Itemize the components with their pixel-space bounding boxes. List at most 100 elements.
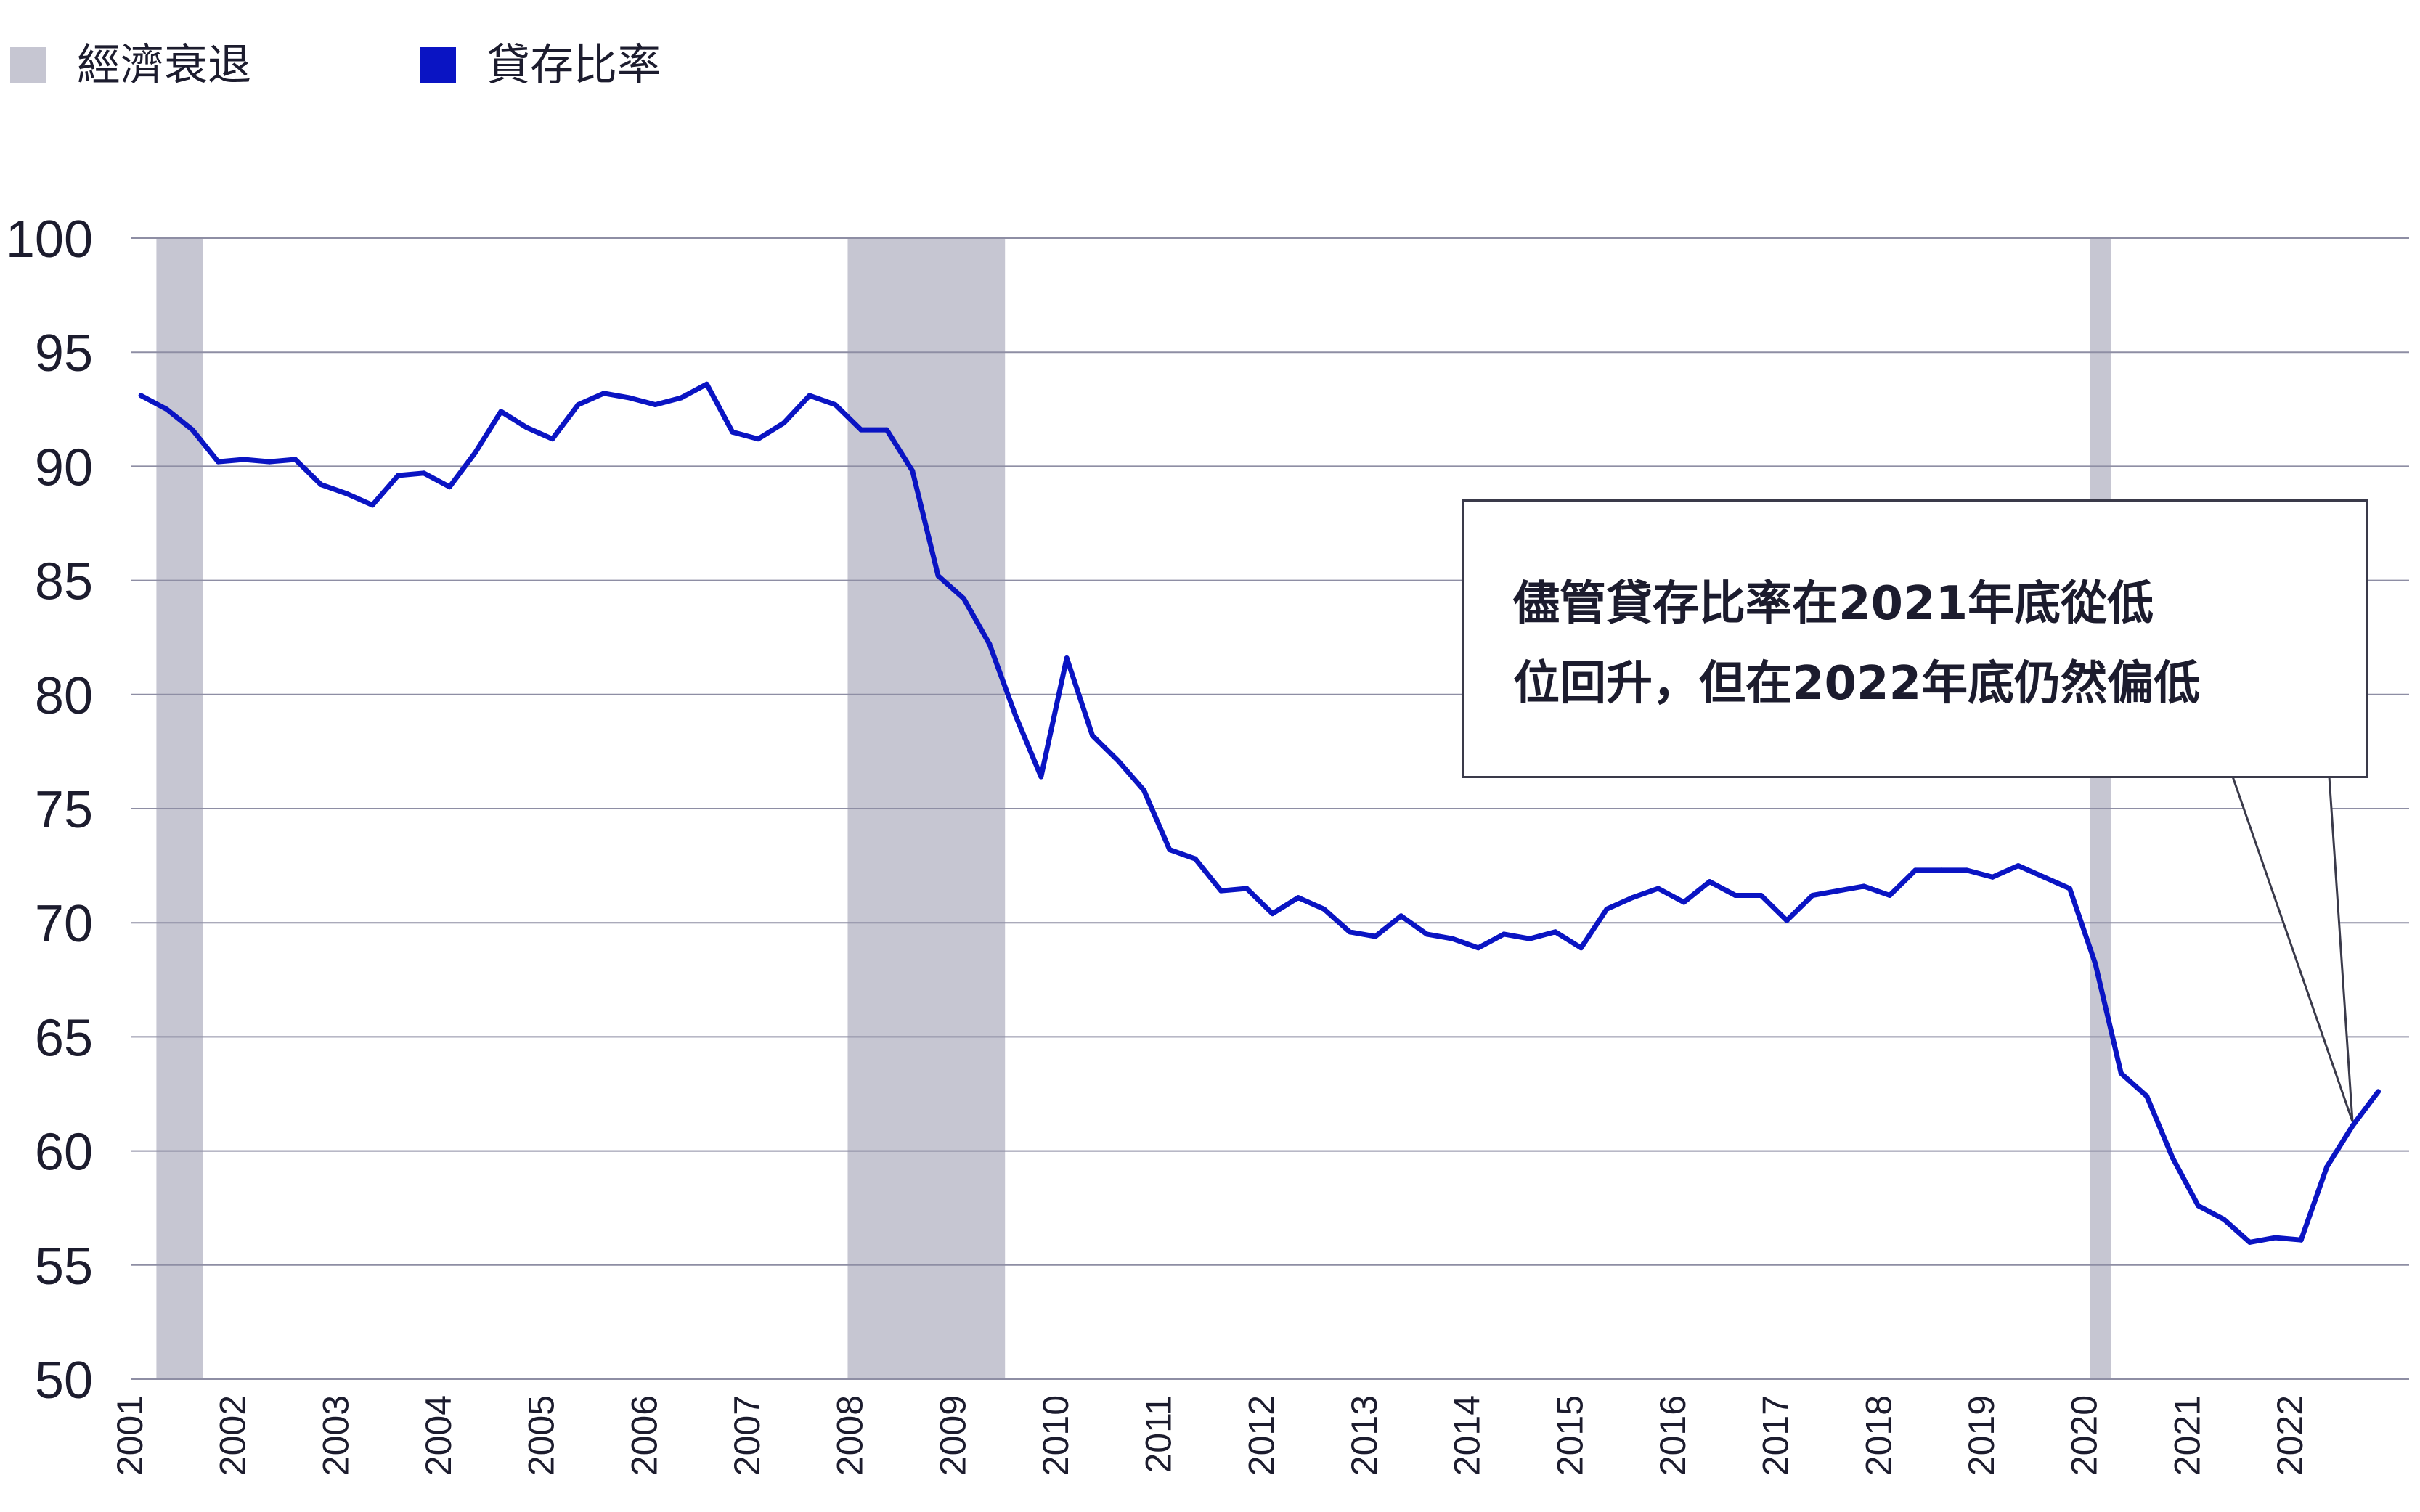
- ldr-point-86: [2324, 1164, 2330, 1170]
- ldr-point-74: [2016, 863, 2021, 869]
- x-axis-ticks: 2001 2002 2003 2004 2005 2006 2007 2008 2009 2010…: [110, 1395, 2310, 1476]
- ldr-point-79: [2144, 1093, 2150, 1099]
- ldr-point-19: [601, 391, 607, 396]
- ldr-swatch: [420, 47, 456, 83]
- ldr-point-10: [370, 502, 375, 508]
- callout-pointer-triangle: [2230, 775, 2354, 1122]
- ldr-point-35: [1012, 712, 1018, 718]
- x-tick-2002: 2002: [213, 1395, 253, 1476]
- x-tick-2022: 2022: [2270, 1395, 2310, 1476]
- y-tick-85: 85: [35, 553, 93, 611]
- ldr-point-27: [807, 393, 812, 399]
- ldr-point-25: [755, 436, 761, 442]
- x-tick-2015: 2015: [1549, 1395, 1590, 1476]
- ldr-point-72: [1964, 867, 1970, 873]
- ldr-point-75: [2041, 874, 2047, 880]
- ldr-point-48: [1347, 929, 1353, 935]
- x-tick-2017: 2017: [1756, 1395, 1796, 1476]
- y-tick-100: 100: [6, 211, 93, 269]
- x-tick-2021: 2021: [2167, 1395, 2207, 1476]
- legend-item-ldr: 貸存比率: [420, 44, 661, 87]
- ldr-point-31: [910, 468, 916, 474]
- ldr-point-18: [575, 402, 581, 408]
- y-tick-55: 55: [35, 1238, 93, 1296]
- ldr-point-67: [1836, 888, 1841, 894]
- ldr-point-56: [1552, 929, 1558, 935]
- ldr-point-46: [1295, 895, 1301, 901]
- ldr-point-28: [832, 402, 838, 408]
- x-tick-2011: 2011: [1138, 1395, 1179, 1474]
- annotation-callout: 儘管貸存比率在2021年底從低 位回升，但在2022年底仍然偏低: [1462, 499, 2368, 778]
- x-tick-2012: 2012: [1241, 1395, 1282, 1476]
- x-tick-2010: 2010: [1035, 1395, 1076, 1476]
- ldr-point-14: [473, 450, 478, 456]
- ldr-point-64: [1758, 892, 1764, 898]
- y-tick-90: 90: [35, 438, 93, 496]
- ldr-point-41: [1167, 847, 1173, 853]
- gridlines: [131, 237, 2409, 1380]
- annotation-line-2: 位回升，但在2022年底仍然偏低: [1513, 657, 2201, 711]
- x-tick-2014: 2014: [1447, 1395, 1488, 1476]
- ldr-point-53: [1475, 945, 1481, 951]
- ldr-point-87: [2350, 1123, 2355, 1129]
- ldr-point-58: [1604, 906, 1610, 912]
- ldr-point-55: [1527, 936, 1533, 941]
- ldr-point-69: [1887, 892, 1893, 898]
- y-tick-75: 75: [35, 781, 93, 839]
- ldr-point-36: [1038, 774, 1044, 780]
- ldr-point-22: [678, 395, 684, 401]
- x-tick-2008: 2008: [830, 1395, 871, 1476]
- legend-label-ldr: 貸存比率: [486, 40, 661, 91]
- ldr-point-63: [1732, 892, 1738, 898]
- y-tick-60: 60: [35, 1124, 93, 1182]
- ldr-point-57: [1578, 945, 1584, 951]
- ldr-point-59: [1629, 895, 1635, 901]
- ldr-point-24: [730, 429, 736, 435]
- x-tick-2006: 2006: [624, 1395, 664, 1476]
- callout-pointer: [2230, 775, 2354, 1122]
- ldr-point-4: [215, 459, 221, 465]
- x-tick-2009: 2009: [932, 1395, 973, 1476]
- x-tick-2018: 2018: [1858, 1395, 1899, 1476]
- ldr-point-17: [550, 436, 555, 442]
- ldr-point-71: [1938, 867, 1944, 873]
- y-tick-80: 80: [35, 667, 93, 725]
- ldr-point-40: [1141, 788, 1146, 793]
- ldr-point-78: [2118, 1071, 2124, 1076]
- series-layer: [138, 381, 2381, 1245]
- ldr-point-49: [1372, 933, 1378, 939]
- ldr-point-83: [2246, 1239, 2252, 1245]
- ldr-point-34: [987, 642, 993, 647]
- y-tick-95: 95: [35, 324, 93, 383]
- ldr-point-81: [2196, 1203, 2201, 1209]
- ldr-point-51: [1424, 931, 1430, 937]
- ldr-point-54: [1501, 931, 1507, 937]
- ldr-point-73: [1989, 874, 1995, 880]
- ldr-point-26: [781, 420, 787, 426]
- ldr-point-82: [2221, 1217, 2227, 1222]
- ldr-point-50: [1398, 913, 1404, 919]
- ldr-point-37: [1064, 655, 1070, 661]
- y-tick-70: 70: [35, 895, 93, 953]
- ldr-point-88: [2375, 1089, 2381, 1095]
- ldr-point-33: [961, 596, 967, 602]
- annotation-line-1: 儘管貸存比率在2021年底從低: [1513, 577, 2154, 631]
- ldr-point-47: [1321, 906, 1327, 912]
- ldr-point-66: [1809, 892, 1815, 898]
- ldr-point-15: [498, 409, 504, 414]
- ldr-point-84: [2273, 1235, 2278, 1241]
- ldr-point-23: [704, 381, 709, 387]
- ldr-point-13: [447, 484, 452, 490]
- legend-item-recession: 經濟衰退: [10, 44, 251, 87]
- ldr-point-77: [2093, 961, 2098, 967]
- ldr-point-61: [1681, 899, 1687, 905]
- ldr-point-8: [318, 482, 324, 488]
- ldr-point-70: [1912, 867, 1918, 873]
- x-tick-2003: 2003: [315, 1395, 356, 1476]
- ldr-point-52: [1449, 936, 1455, 941]
- chart-legend: 經濟衰退 貸存比率: [10, 29, 829, 102]
- x-tick-2016: 2016: [1653, 1395, 1693, 1476]
- x-tick-2001: 2001: [110, 1395, 150, 1476]
- ldr-point-76: [2066, 886, 2072, 891]
